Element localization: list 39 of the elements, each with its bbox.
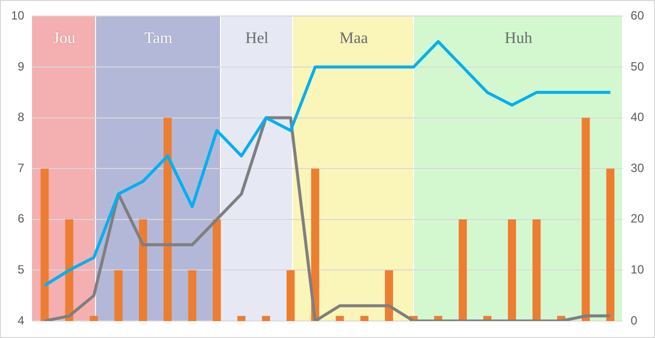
y2-tick-label: 30: [630, 160, 644, 175]
bar: [360, 316, 368, 321]
y-tick-label: 5: [18, 262, 25, 277]
bar: [237, 316, 246, 321]
bar: [90, 316, 98, 321]
bar: [606, 168, 614, 321]
y-tick-label: 4: [18, 313, 25, 328]
bar: [286, 270, 295, 321]
bar: [188, 270, 196, 321]
y-tick-label: 10: [10, 8, 25, 23]
y-tick-label: 7: [18, 160, 25, 175]
annotation: Huh: [504, 30, 532, 48]
bar: [336, 316, 344, 321]
annotation: Tam: [144, 30, 172, 48]
y2-tick-label: 10: [630, 262, 644, 277]
y2-tick-label: 50: [630, 59, 644, 74]
annotation: Hel: [245, 30, 269, 48]
bar: [164, 118, 172, 321]
bar: [384, 270, 394, 321]
y2-tick-label: 40: [630, 110, 644, 124]
bar: [458, 219, 467, 321]
bar: [138, 219, 148, 321]
annotation: Jou: [53, 30, 76, 48]
bar: [212, 219, 221, 321]
y2-tick-label: 20: [630, 212, 644, 226]
bar: [311, 168, 320, 321]
y2-tick-label: 0: [630, 313, 638, 328]
bar: [582, 118, 590, 321]
y2-tick-label: 60: [630, 8, 644, 23]
bar: [65, 219, 74, 321]
bar: [508, 219, 516, 321]
y-tick-label: 8: [18, 110, 25, 124]
bar: [532, 219, 541, 321]
bar: [262, 316, 270, 321]
y-tick-label: 6: [18, 212, 25, 226]
annotation: Maa: [340, 30, 368, 48]
bar: [40, 168, 49, 321]
bar: [114, 270, 122, 321]
y-tick-label: 9: [18, 59, 25, 74]
